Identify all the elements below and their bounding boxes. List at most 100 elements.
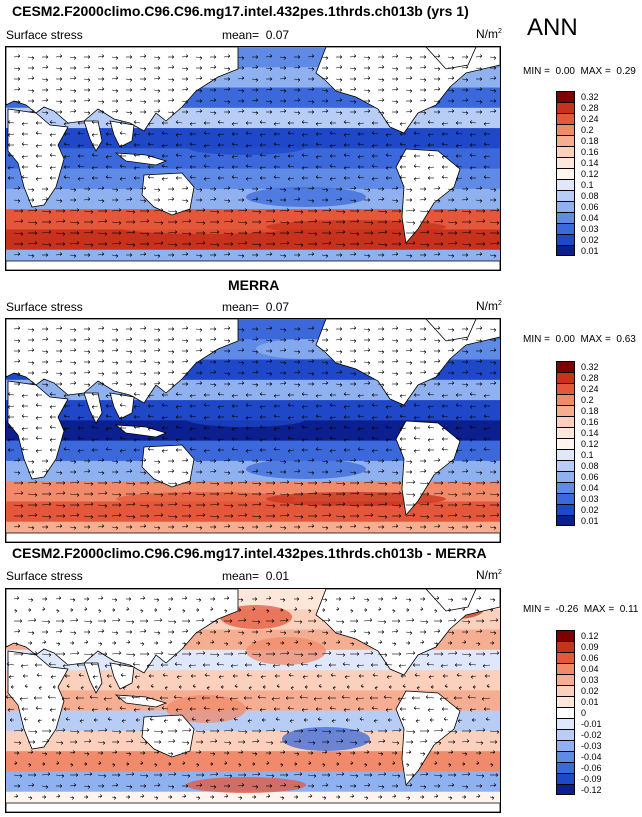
stress-vector-arrow (391, 339, 399, 343)
stress-vector-arrow (461, 515, 472, 519)
stress-vector-arrow (209, 739, 218, 743)
stress-vector-arrow (301, 166, 309, 170)
stress-vector-arrow (146, 664, 155, 668)
colorbar-tick-label: 0.12 (581, 168, 599, 179)
stress-vector-arrow (56, 481, 66, 485)
stress-vector-arrow (321, 783, 329, 787)
stress-vector-arrow (461, 337, 469, 341)
stress-vector-arrow (265, 252, 273, 256)
stress-vector-arrow (112, 740, 120, 744)
stress-vector-arrow (476, 209, 486, 213)
stress-vector-arrow (279, 241, 290, 245)
stress-vector-arrow (307, 100, 315, 104)
stress-vector-arrow (252, 88, 259, 92)
stress-vector-arrow (125, 607, 130, 611)
stress-vector-arrow (363, 750, 370, 754)
colorbar-entry: 0.12 (556, 168, 599, 179)
stress-vector-arrow (139, 794, 145, 798)
stress-vector-arrow (475, 339, 483, 343)
stress-vector-arrow (377, 752, 384, 756)
stress-vector-arrow (251, 482, 262, 486)
stress-vector-arrow (441, 122, 449, 126)
stress-field-feature (246, 459, 366, 479)
stress-vector-arrow (349, 232, 360, 236)
stress-vector-arrow (181, 232, 192, 236)
stress-vector-arrow (434, 784, 441, 788)
stress-vector-arrow (69, 56, 77, 60)
stress-vector-arrow (84, 729, 94, 733)
stress-vector-arrow (461, 350, 469, 354)
stress-vector-arrow (469, 405, 477, 409)
stress-vector-arrow (433, 609, 438, 613)
stress-vector-arrow (195, 254, 203, 258)
coastline (6, 47, 239, 132)
stress-vector-arrow (161, 436, 169, 440)
stress-vector-arrow (153, 513, 164, 517)
stress-vector-arrow (161, 393, 168, 397)
stress-field-band (6, 700, 500, 712)
stress-vector-arrow (476, 751, 482, 755)
stress-field-feature (186, 777, 306, 793)
colorbar-tick-label: 0.24 (581, 113, 599, 124)
stress-vector-arrow (139, 219, 150, 223)
stress-vector-arrow (252, 55, 259, 59)
stress-vector-arrow (335, 111, 343, 115)
stress-vector-arrow (7, 415, 14, 419)
stress-vector-arrow (280, 470, 287, 474)
stress-vector-arrow (167, 785, 175, 789)
stress-vector-arrow (483, 122, 491, 126)
stress-vector-arrow (77, 706, 85, 710)
stress-vector-arrow (329, 706, 337, 710)
stress-vector-arrow (476, 619, 485, 623)
stress-vector-arrow (343, 120, 351, 124)
stress-vector-arrow (336, 88, 343, 92)
stress-vector-arrow (447, 241, 458, 245)
stress-vector-arrow (238, 503, 248, 507)
stress-vector-arrow (27, 56, 35, 60)
stress-vector-arrow (321, 730, 332, 734)
stress-vector-arrow (202, 663, 210, 667)
stress-vector-arrow (245, 121, 252, 125)
stress-vector-arrow (301, 176, 308, 180)
stress-vector-arrow (41, 383, 49, 387)
stress-vector-arrow (195, 598, 202, 602)
stress-vector-arrow (294, 795, 299, 799)
stress-vector-arrow (126, 459, 133, 463)
stress-vector-arrow (371, 403, 379, 407)
colorbar-swatch (556, 641, 575, 652)
stress-vector-arrow (363, 76, 371, 80)
stress-vector-arrow (181, 504, 192, 508)
stress-vector-arrow (469, 143, 476, 147)
stress-vector-arrow (476, 652, 486, 656)
stress-vector-arrow (55, 372, 63, 376)
stress-vector-arrow (427, 448, 434, 452)
stress-vector-arrow (153, 109, 161, 113)
stress-vector-arrow (35, 449, 43, 453)
stress-vector-arrow (42, 360, 49, 364)
stress-vector-arrow (294, 327, 301, 331)
colorbar-tick-label: 0.04 (581, 482, 599, 493)
stress-vector-arrow (335, 607, 340, 611)
stress-vector-arrow (238, 99, 245, 103)
stress-vector-arrow (265, 524, 273, 528)
stress-vector-arrow (41, 502, 52, 506)
stress-vector-arrow (167, 350, 175, 354)
stress-vector-arrow (301, 392, 309, 396)
stress-vector-arrow (307, 199, 315, 203)
stress-vector-arrow (125, 469, 133, 473)
stress-vector-arrow (433, 471, 441, 475)
colorbar-swatch (556, 740, 575, 751)
stress-vector-arrow (355, 697, 365, 701)
stress-vector-arrow (448, 773, 457, 777)
stress-vector-arrow (405, 526, 413, 530)
panel-2-map (5, 318, 501, 543)
colorbar-swatch (556, 630, 575, 641)
stress-vector-arrow (420, 88, 427, 92)
stress-vector-arrow (391, 232, 402, 236)
stress-vector-arrow (335, 350, 343, 354)
stress-vector-arrow (168, 459, 175, 463)
stress-vector-arrow (399, 142, 407, 146)
stress-vector-arrow (345, 718, 350, 722)
stress-vector-arrow (69, 208, 80, 212)
stress-vector-arrow (220, 685, 224, 689)
